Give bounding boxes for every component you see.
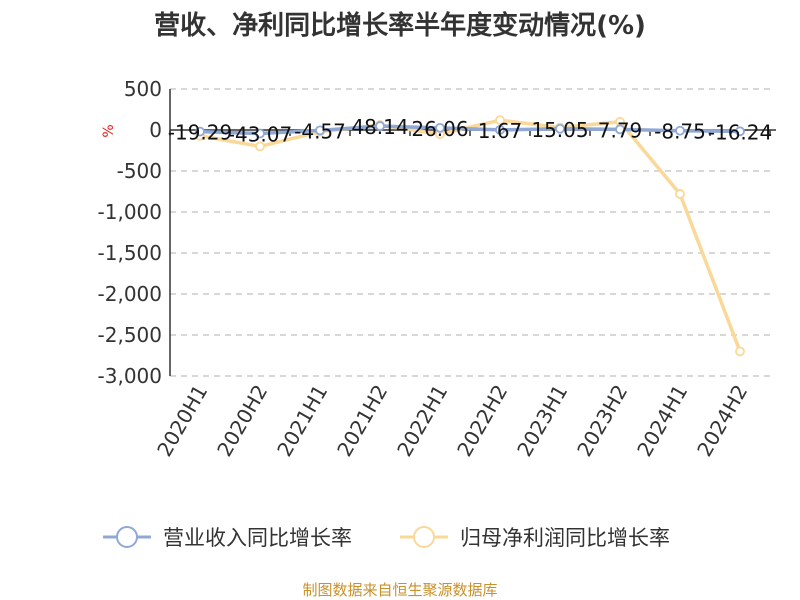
data-point[interactable] — [315, 125, 325, 136]
data-labels: -19.29-43.07 -4.57 48.14 26.06 1.67 15.05 7.79… — [168, 115, 772, 146]
x-tick-label: 2021H2 — [332, 381, 392, 461]
data-point[interactable] — [615, 124, 625, 135]
data-point[interactable] — [195, 126, 205, 137]
y-tick-label: 500 — [124, 77, 162, 101]
data-point[interactable] — [375, 121, 385, 131]
legend[interactable]: 营业收入同比增长率 归母净利润同比增长率 — [103, 526, 670, 550]
data-label: -8.75 — [654, 120, 706, 144]
y-tick-label: 0 — [149, 118, 162, 142]
data-point[interactable] — [735, 126, 745, 137]
data-label: -4.57 — [294, 119, 346, 143]
data-label: -43.07 — [228, 123, 292, 147]
y-axis-unit: % — [101, 124, 117, 137]
series-layer — [195, 115, 745, 357]
x-tick-label: 2023H2 — [572, 381, 632, 461]
x-tick-label: 2023H1 — [512, 381, 572, 461]
x-tick-label: 2022H2 — [452, 381, 512, 461]
data-point[interactable] — [675, 125, 685, 136]
legend-item-1[interactable]: 归母净利润同比增长率 — [400, 526, 670, 550]
y-tick-label: -2,500 — [98, 323, 162, 347]
legend-label: 归母净利润同比增长率 — [460, 526, 670, 550]
data-label: 7.79 — [598, 118, 643, 142]
y-tick-label: -1,000 — [98, 200, 162, 224]
legend-item-0[interactable]: 营业收入同比增长率 — [103, 526, 352, 550]
x-tick-label: 2024H2 — [692, 381, 752, 461]
x-tick-label: 2022H1 — [392, 381, 452, 461]
chart-title: 营收、净利同比增长率半年度变动情况(%) — [154, 10, 646, 41]
data-point[interactable] — [675, 189, 685, 199]
x-tick-label: 2020H2 — [212, 381, 272, 461]
legend-swatch-marker — [413, 526, 435, 548]
y-tick-label: -500 — [117, 159, 162, 183]
source-note: 制图数据来自恒生聚源数据库 — [302, 581, 497, 599]
data-point[interactable] — [255, 128, 265, 139]
legend-swatch-marker — [116, 526, 138, 548]
x-tick-label: 2021H1 — [272, 381, 332, 461]
series-line-1 — [199, 118, 742, 353]
data-point[interactable] — [735, 346, 745, 357]
data-label: -16.24 — [708, 120, 772, 144]
data-point[interactable] — [435, 122, 445, 133]
y-tick-label: -3,000 — [98, 364, 162, 388]
data-point[interactable] — [555, 123, 565, 134]
x-tick-label: 2020H1 — [152, 381, 212, 461]
legend-label: 营业收入同比增长率 — [163, 526, 352, 550]
data-point[interactable] — [495, 124, 505, 135]
x-tick-label: 2024H1 — [632, 381, 692, 461]
grid — [170, 88, 770, 377]
data-label: 48.14 — [351, 115, 408, 139]
y-tick-label: -1,500 — [98, 241, 162, 265]
y-tick-label: -2,000 — [98, 282, 162, 306]
data-label: -19.29 — [168, 121, 232, 145]
data-label: 15.05 — [531, 118, 588, 142]
data-point[interactable] — [255, 141, 265, 152]
data-point[interactable] — [495, 115, 505, 126]
data-label: 1.67 — [478, 119, 523, 143]
series-line-0 — [199, 124, 741, 136]
data-label: 26.06 — [411, 117, 468, 141]
